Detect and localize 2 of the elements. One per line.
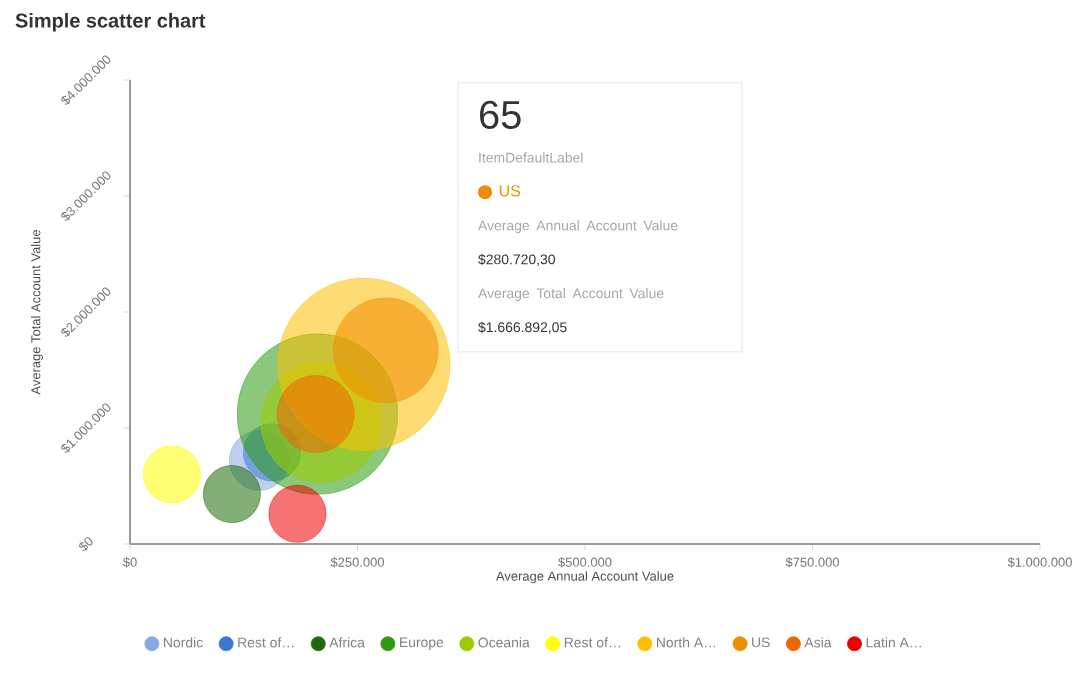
- annotation: 65: [480, 100, 521, 129]
- chart-title: Simple scatter chart: [15, 13, 206, 32]
